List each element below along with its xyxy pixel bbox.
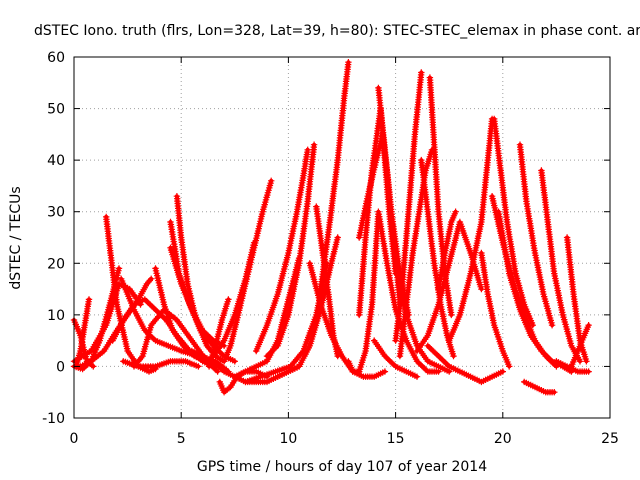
- data-point: [231, 358, 238, 365]
- x-axis-title: GPS time / hours of day 107 of year 2014: [197, 459, 487, 475]
- series-arc-50: [521, 378, 558, 396]
- y-tick-label: 10: [47, 308, 65, 324]
- data-point: [214, 368, 221, 375]
- data-point: [585, 322, 592, 329]
- data-point: [585, 368, 592, 375]
- data-point: [115, 265, 123, 272]
- series-arc-30: [371, 337, 421, 380]
- data-point: [334, 234, 341, 241]
- y-tick-label: -10: [42, 411, 65, 427]
- series-arc-47: [538, 167, 584, 365]
- series-arc-04: [70, 280, 144, 365]
- data-point: [452, 208, 459, 215]
- data-point: [576, 358, 584, 365]
- x-tick-label: 25: [601, 431, 619, 447]
- data-point: [250, 239, 258, 246]
- data-point: [268, 177, 275, 184]
- series-arc-06: [103, 213, 159, 375]
- data-point: [478, 285, 485, 293]
- data-point: [499, 368, 506, 375]
- x-tick-label: 5: [177, 431, 186, 447]
- series-arc-43: [491, 115, 536, 329]
- data-point: [148, 275, 155, 282]
- y-tick-label: 50: [47, 102, 65, 118]
- series-arc-48: [563, 234, 590, 365]
- x-tick-label: 0: [70, 431, 79, 447]
- data-point: [90, 363, 97, 370]
- series-arc-27: [317, 59, 352, 293]
- data-point: [448, 311, 455, 319]
- x-tick-label: 10: [279, 431, 297, 447]
- data-point: [548, 322, 556, 329]
- axis-ticks: 0 5 10 15 20 25 -10 0 10 20 30 40 50 60: [42, 50, 619, 447]
- chart-title: dSTEC Iono. truth (flrs, Lon=328, Lat=39…: [34, 23, 640, 39]
- data-point: [310, 141, 318, 148]
- series-arc-46: [516, 141, 556, 329]
- series-arc-12: [167, 218, 238, 365]
- data-point: [304, 146, 311, 153]
- y-axis-title: dSTEC / TECUs: [8, 186, 24, 289]
- series-arc-14: [167, 244, 228, 349]
- x-tick-label: 15: [387, 431, 405, 447]
- series-arc-16: [205, 296, 232, 370]
- series-arc-40: [424, 342, 506, 386]
- data-point: [450, 352, 457, 360]
- series-arc-28: [345, 208, 442, 375]
- data-point: [506, 363, 513, 370]
- series-line: [447, 116, 495, 343]
- y-tick-label: 60: [47, 50, 65, 66]
- data-point: [381, 368, 389, 375]
- data-point: [85, 296, 93, 303]
- series-arc-37: [413, 218, 485, 355]
- series-arc-36: [392, 260, 453, 375]
- y-tick-label: 30: [47, 205, 65, 221]
- y-tick-label: 20: [47, 256, 65, 272]
- series-arc-39: [435, 208, 459, 293]
- series-arc-19: [210, 239, 258, 360]
- data-point: [418, 69, 425, 76]
- series-layer: [70, 59, 592, 396]
- series-arc-38: [418, 156, 457, 360]
- y-tick-label: 0: [56, 359, 65, 375]
- data-point: [551, 389, 558, 396]
- x-tick-label: 20: [494, 431, 512, 447]
- series-arc-45: [495, 208, 575, 375]
- plot-frame: [73, 56, 611, 419]
- series-arc-42: [478, 249, 513, 370]
- series-arc-49: [568, 322, 592, 370]
- series-arc-22: [263, 141, 318, 360]
- series-arc-21: [253, 146, 311, 355]
- data-point: [413, 373, 421, 380]
- series-arc-41: [446, 115, 496, 344]
- data-point: [583, 358, 590, 365]
- data-point: [195, 363, 202, 370]
- y-tick-label: 40: [47, 153, 65, 169]
- series-line: [539, 168, 582, 364]
- series-arc-51: [553, 358, 592, 375]
- data-point: [225, 296, 232, 303]
- data-point: [345, 59, 352, 66]
